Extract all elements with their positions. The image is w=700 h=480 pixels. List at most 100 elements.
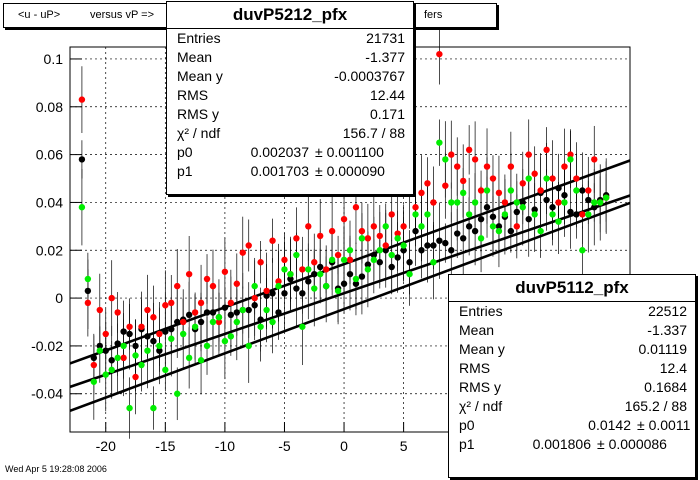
data-point-green: [317, 270, 324, 278]
entries-label: Entries: [459, 303, 503, 319]
data-point-green: [293, 251, 300, 259]
data-point-green: [364, 266, 372, 273]
data-point-red: [162, 302, 169, 309]
data-point-red: [269, 237, 276, 244]
y-tick-label: -0.04: [31, 386, 63, 402]
data-point-red: [364, 235, 372, 242]
data-point-black: [573, 211, 580, 218]
data-point-black: [543, 196, 550, 204]
data-point-red: [394, 230, 401, 237]
data-point-black: [263, 292, 270, 299]
data-point-black: [203, 309, 211, 316]
data-point-green: [114, 354, 121, 362]
data-point-green: [299, 323, 306, 330]
data-point-red: [179, 318, 187, 326]
rms-label: RMS: [177, 87, 209, 103]
data-point-green: [376, 247, 383, 254]
chi2-value: 165.2 / 88: [624, 398, 687, 414]
entries-value: 21731: [366, 30, 405, 46]
stats-box-title: duvP5212_pfx: [167, 2, 413, 29]
p0-label: p0: [177, 144, 193, 160]
data-point-green: [454, 199, 461, 206]
rms-label: RMS: [459, 360, 491, 376]
data-point-red: [156, 330, 163, 338]
data-point-red: [358, 227, 366, 235]
data-point-green: [346, 247, 354, 254]
data-point-green: [245, 342, 252, 350]
data-point-black: [174, 318, 181, 326]
data-point-black: [591, 204, 598, 211]
entries-value: 22512: [648, 303, 687, 319]
rms-y-value: 0.171: [369, 106, 405, 122]
data-point-green: [84, 275, 92, 283]
data-point-red: [573, 175, 580, 182]
chi2-label: χ² / ndf: [177, 125, 221, 141]
data-point-black: [102, 347, 109, 354]
data-point-green: [257, 323, 264, 330]
x-tick-label: 0: [340, 438, 348, 454]
data-point-green: [406, 270, 413, 278]
data-point-red: [263, 287, 270, 295]
timestamp: Wed Apr 5 19:28:08 2006: [5, 464, 107, 474]
data-point-red: [144, 306, 151, 314]
title-right: fers: [424, 9, 443, 21]
p1-label: p1: [459, 436, 475, 452]
data-point-green: [305, 266, 312, 273]
data-point-red: [305, 223, 312, 230]
data-point-black: [162, 328, 169, 335]
p0-value: 0.002037: [250, 144, 309, 160]
data-point-green: [501, 211, 509, 218]
rms-value: 12.4: [659, 360, 687, 376]
rms-y-label: RMS y: [459, 379, 501, 395]
p1-value: 0.001806: [532, 436, 591, 452]
data-point-red: [370, 223, 378, 230]
data-point-red: [293, 235, 300, 242]
data-point-red: [436, 50, 443, 58]
y-tick-label: 0.06: [36, 147, 63, 163]
data-point-black: [459, 235, 467, 242]
data-point-black: [346, 270, 354, 278]
data-point-green: [495, 227, 503, 235]
data-point-black: [340, 280, 348, 287]
data-point-red: [120, 354, 127, 362]
chi2-label: χ² / ndf: [459, 398, 503, 414]
data-point-red: [531, 170, 538, 177]
data-point-green: [179, 330, 187, 338]
data-point-black: [555, 184, 562, 192]
data-point-black: [120, 328, 127, 335]
data-point-red: [215, 318, 223, 326]
x-tick-label: -20: [96, 438, 116, 454]
data-point-red: [483, 163, 491, 170]
data-point-red: [334, 251, 342, 259]
data-point-black: [245, 306, 252, 314]
data-point-red: [251, 294, 258, 302]
data-point-green: [108, 366, 115, 374]
data-point-red: [185, 270, 193, 278]
data-point-red: [465, 146, 473, 154]
data-point-green: [448, 199, 455, 206]
data-point-black: [567, 208, 574, 216]
data-point-red: [454, 163, 461, 170]
data-point-red: [221, 268, 229, 275]
data-point-red: [138, 323, 145, 330]
p0-value: 0.0142: [588, 417, 631, 433]
data-point-red: [78, 96, 86, 103]
y-tick-label: -0.02: [31, 338, 63, 354]
data-point-red: [585, 187, 592, 194]
p1-label: p1: [177, 163, 193, 179]
data-point-green: [549, 211, 556, 218]
data-point-red: [448, 151, 455, 158]
data-point-green: [561, 199, 568, 206]
x-tick-label: -5: [278, 438, 291, 454]
data-point-black: [209, 309, 217, 316]
data-point-green: [138, 361, 145, 369]
x-tick-label: 5: [400, 438, 408, 454]
data-point-green: [120, 342, 127, 350]
data-point-black: [477, 215, 485, 223]
data-point-green: [602, 194, 610, 201]
p0-label: p0: [459, 417, 475, 433]
mean-y-label: Mean y: [459, 341, 505, 357]
data-point-red: [352, 204, 360, 211]
data-point-green: [221, 337, 229, 345]
data-point-red: [191, 309, 199, 316]
